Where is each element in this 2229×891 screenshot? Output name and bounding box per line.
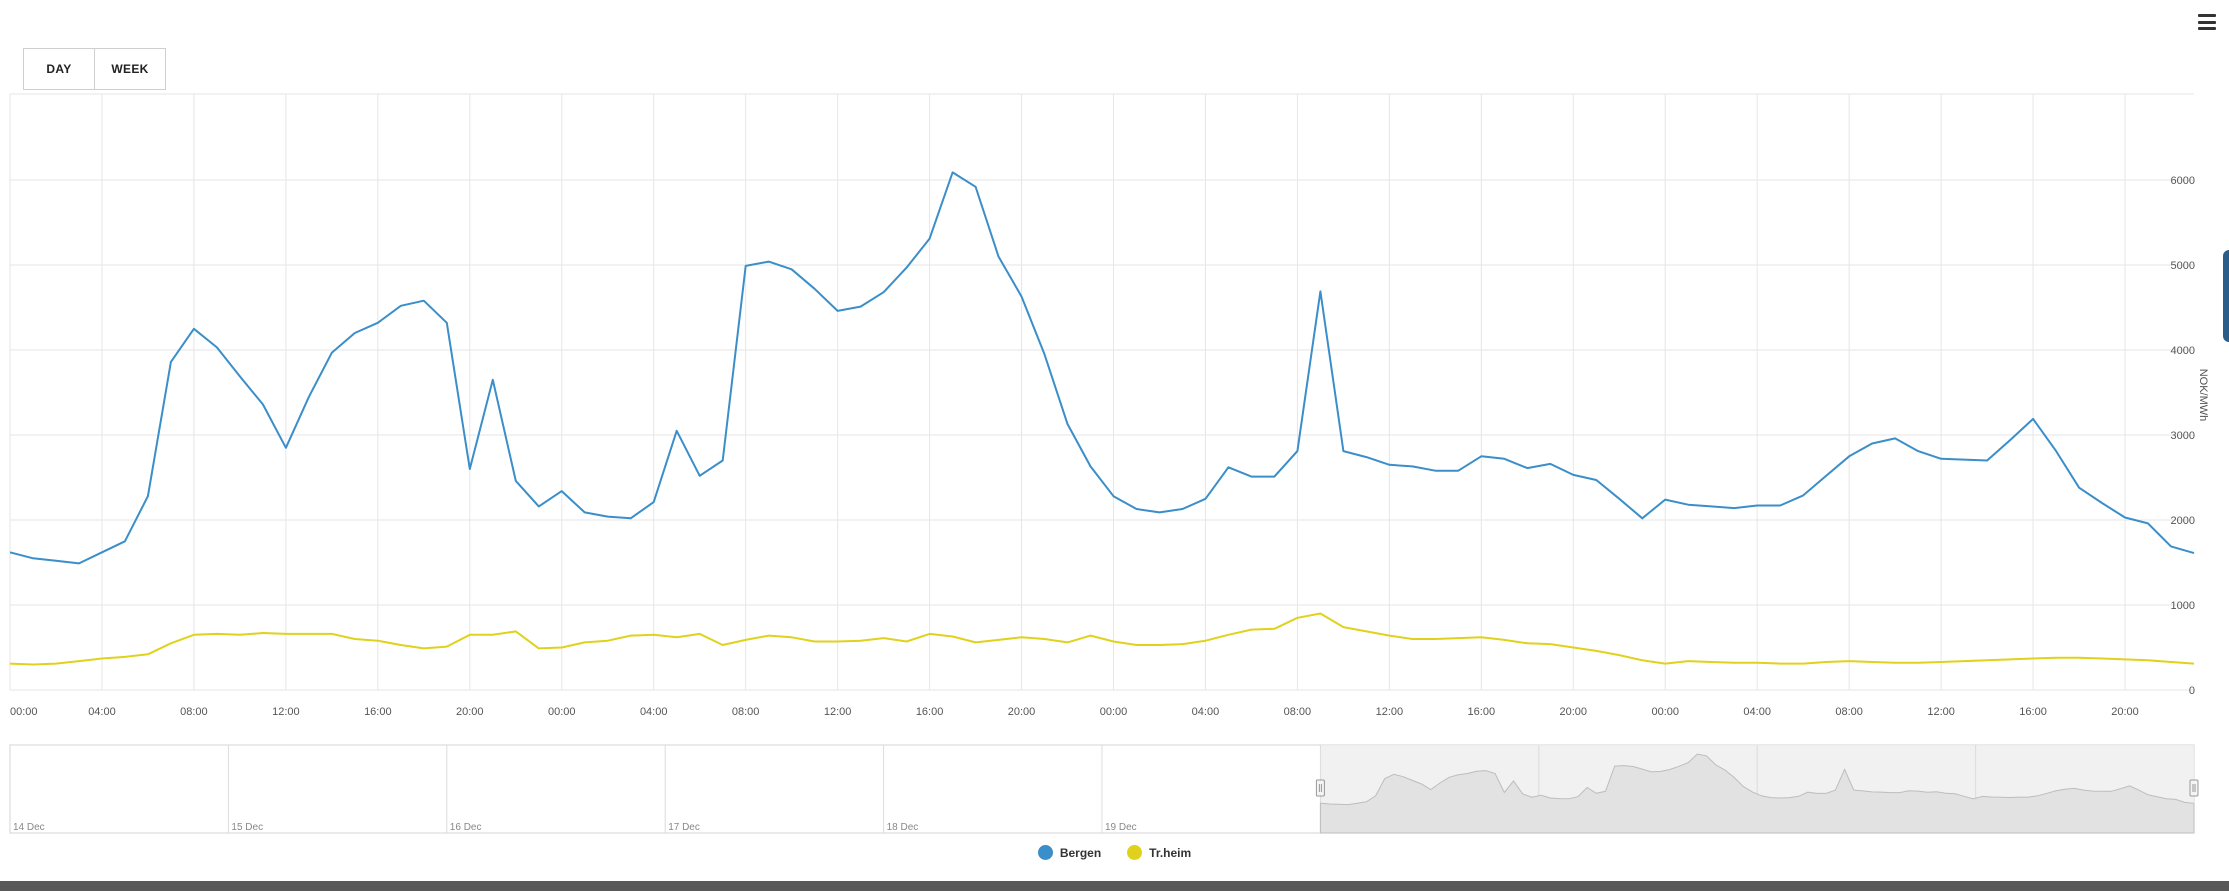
- x-tick-label: 12:00: [824, 706, 852, 718]
- x-tick-label: 08:00: [180, 706, 208, 718]
- navigator-date-label: 15 Dec: [231, 822, 263, 833]
- page-footer-bar: [0, 881, 2229, 891]
- x-tick-label: 20:00: [1008, 706, 1036, 718]
- legend-label-trheim: Tr.heim: [1149, 845, 1192, 860]
- series-line-bergen[interactable]: [9, 171, 2195, 565]
- navigator-date-label: 14 Dec: [13, 822, 45, 833]
- week-range-button[interactable]: WEEK: [94, 48, 166, 90]
- series-line-trheim[interactable]: [9, 612, 2195, 666]
- x-tick-label: 16:00: [1468, 706, 1496, 718]
- legend-marker-bergen: [1037, 845, 1053, 860]
- grid-lines: [9, 93, 2194, 691]
- y-tick-label: 5000: [2171, 260, 2195, 272]
- legend-marker-trheim: [1127, 845, 1143, 860]
- x-axis-ticks: 00:00 04:00 08:00 12:00 16:00 20:00 00:00 04:00…: [10, 706, 2139, 718]
- legend-item-trheim[interactable]: Tr.heim: [1127, 845, 1191, 860]
- navigator-date-label: 19 Dec: [1105, 822, 1137, 833]
- x-tick-label: 20:00: [2111, 706, 2139, 718]
- x-tick-label: 04:00: [640, 706, 668, 718]
- x-tick-label: 16:00: [364, 706, 392, 718]
- chart-menu-icon[interactable]: [2195, 11, 2219, 33]
- menu-bar: [2198, 14, 2216, 17]
- navigator-date-label: 16 Dec: [450, 822, 482, 833]
- x-tick-label: 12:00: [1376, 706, 1404, 718]
- x-tick-label: 00:00: [1100, 706, 1128, 718]
- x-tick-label: 12:00: [1927, 706, 1955, 718]
- y-tick-label: 1000: [2171, 600, 2195, 612]
- x-tick-label: 16:00: [916, 706, 944, 718]
- y-axis-label: NOK/MWh: [2197, 369, 2209, 422]
- menu-bar: [2198, 27, 2216, 30]
- range-selector: DAY WEEK: [23, 48, 166, 90]
- x-tick-label: 16:00: [2019, 706, 2047, 718]
- y-tick-label: 6000: [2171, 175, 2195, 187]
- y-tick-label: 2000: [2171, 515, 2195, 527]
- series-lines: [9, 171, 2195, 666]
- legend-item-bergen[interactable]: Bergen: [1037, 845, 1102, 860]
- y-tick-label: 4000: [2171, 345, 2195, 357]
- x-tick-label: 04:00: [1743, 706, 1771, 718]
- x-tick-label: 12:00: [272, 706, 300, 718]
- navigator-left-handle[interactable]: [1315, 779, 1325, 797]
- day-range-button[interactable]: DAY: [23, 48, 95, 90]
- x-tick-label: 04:00: [88, 706, 116, 718]
- x-tick-label: 00:00: [1651, 706, 1679, 718]
- side-panel-tab[interactable]: [2223, 250, 2229, 342]
- x-tick-label: 20:00: [1560, 706, 1588, 718]
- menu-bar: [2198, 20, 2216, 24]
- x-tick-label: 08:00: [732, 706, 760, 718]
- x-tick-label: 04:00: [1192, 706, 1220, 718]
- navigator-right-handle[interactable]: [2189, 779, 2199, 797]
- legend-label-bergen: Bergen: [1059, 845, 1102, 860]
- x-tick-label: 20:00: [456, 706, 484, 718]
- legend: Bergen Tr.heim: [0, 845, 2229, 860]
- y-tick-label: 3000: [2171, 430, 2195, 442]
- navigator-date-label: 18 Dec: [887, 822, 919, 833]
- x-tick-label: 08:00: [1284, 706, 1312, 718]
- navigator-series-area: [1319, 753, 2195, 834]
- x-tick-label: 00:00: [10, 706, 38, 718]
- x-tick-label: 00:00: [548, 706, 576, 718]
- x-tick-label: 08:00: [1835, 706, 1863, 718]
- navigator-date-label: 17 Dec: [668, 822, 700, 833]
- y-axis-ticks: 0 1000 2000 3000 4000 5000 6000: [2171, 175, 2195, 697]
- y-tick-label: 0: [2189, 685, 2195, 697]
